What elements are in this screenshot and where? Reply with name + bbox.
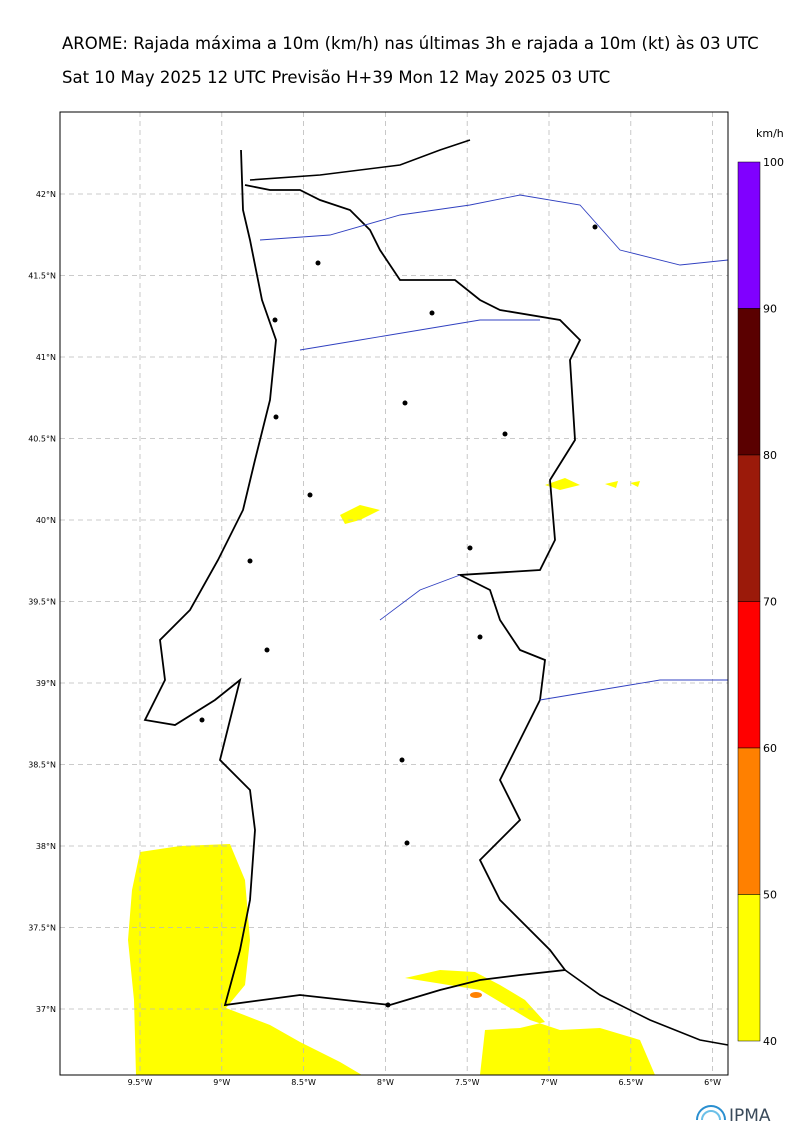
subtitle: Sat 10 May 2025 12 UTC Previsão H+39 Mon… <box>62 68 610 87</box>
lon-label: 7.5°W <box>455 1078 480 1087</box>
cities <box>199 224 598 1008</box>
colorbar: 100 90 80 70 60 50 40 <box>737 156 784 1048</box>
lat-label: 37.5°N <box>28 924 56 933</box>
lat-label: 41°N <box>36 353 56 362</box>
colorbar-label: 100 <box>763 156 784 169</box>
lat-label: 38.5°N <box>28 761 56 770</box>
lon-label: 6.5°W <box>618 1078 643 1087</box>
logo: IPMA <box>696 1105 771 1126</box>
colorbar-label: 80 <box>763 449 777 462</box>
lat-label: 40.5°N <box>28 435 56 444</box>
gust-area <box>128 844 362 1075</box>
lon-label: 7°W <box>541 1078 558 1087</box>
colorbar-segment <box>737 308 761 456</box>
graticule <box>60 112 728 1075</box>
lat-label: 41.5°N <box>28 272 56 281</box>
colorbar-unit: km/h <box>756 127 784 140</box>
lat-label: 39.5°N <box>28 598 56 607</box>
gust-area <box>405 970 655 1075</box>
title: AROME: Rajada máxima a 10m (km/h) nas úl… <box>62 34 759 53</box>
gust-area-high <box>470 992 482 998</box>
colorbar-label: 40 <box>763 1035 777 1048</box>
lat-label: 39°N <box>36 679 56 688</box>
lon-label: 9.5°W <box>128 1078 153 1087</box>
map-frame <box>59 111 729 1076</box>
logo-text: IPMA <box>729 1106 771 1126</box>
gust-area <box>340 505 380 524</box>
map <box>59 111 729 1076</box>
colorbar-segment <box>737 161 761 309</box>
lon-label: 9°W <box>213 1078 230 1087</box>
colorbar-segment <box>737 747 761 895</box>
colorbar-segment <box>737 454 761 602</box>
lat-label: 40°N <box>36 516 56 525</box>
rivers <box>259 194 729 701</box>
lon-label: 8.5°W <box>291 1078 316 1087</box>
lat-label: 38°N <box>36 842 56 851</box>
gust-area <box>545 478 580 490</box>
colorbar-segment <box>737 601 761 749</box>
lon-label: 8°W <box>377 1078 394 1087</box>
lat-label: 37°N <box>36 1005 56 1014</box>
gust-area <box>605 481 640 488</box>
colorbar-label: 60 <box>763 742 777 755</box>
lat-label: 42°N <box>36 190 56 199</box>
colorbar-segment <box>737 894 761 1042</box>
gust-areas <box>128 478 655 1075</box>
colorbar-label: 50 <box>763 889 777 902</box>
lon-label: 6°W <box>704 1078 721 1087</box>
colorbar-label: 70 <box>763 596 777 609</box>
coastline <box>249 139 729 1046</box>
colorbar-label: 90 <box>763 303 777 316</box>
portugal-border <box>143 149 582 1007</box>
